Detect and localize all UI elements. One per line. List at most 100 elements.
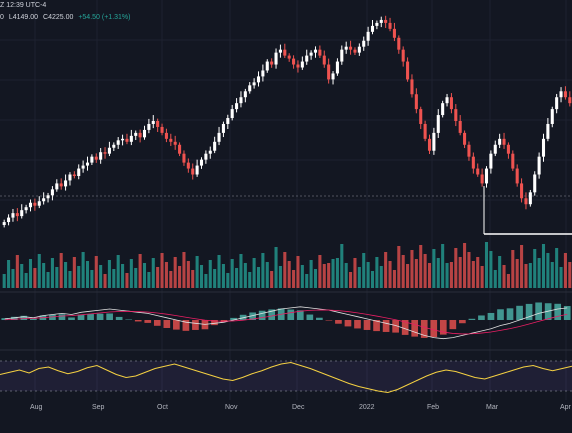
candle-body: [357, 46, 361, 53]
candle-body: [239, 97, 243, 104]
volume-bar: [498, 256, 502, 288]
macd-histogram-bar: [87, 314, 94, 320]
candle-body: [388, 22, 392, 29]
candle-body: [160, 126, 164, 133]
candle-body: [528, 192, 532, 205]
candle-body: [379, 19, 383, 23]
macd-histogram-bar: [77, 314, 85, 320]
volume-bar: [178, 266, 182, 288]
candle-body: [445, 97, 449, 104]
candle-body: [191, 168, 195, 175]
candle-body: [502, 138, 506, 145]
volume-bar: [432, 249, 436, 288]
volume-bar: [230, 259, 234, 288]
macd-histogram-bar: [497, 309, 504, 320]
candle-body: [129, 135, 133, 142]
candle-body: [46, 195, 50, 199]
volume-bar: [142, 263, 147, 288]
macd-histogram-bar: [344, 320, 352, 327]
volume-bar: [489, 251, 493, 288]
volume-bar: [278, 266, 282, 288]
volume-bar: [283, 252, 287, 288]
candle-body: [33, 202, 37, 206]
macd-line: [4, 306, 568, 340]
candle-body: [436, 115, 440, 133]
macd-histogram-bar: [325, 320, 333, 321]
candle-body: [204, 153, 208, 160]
ohlc-open-fragment: 0: [0, 14, 4, 21]
candle-body: [112, 144, 116, 148]
macd-histogram-bar: [115, 316, 123, 320]
volume-bar: [340, 244, 344, 288]
macd-histogram-bar: [449, 320, 457, 330]
volume-bar: [81, 252, 85, 288]
volume-bar: [20, 264, 24, 288]
volume-bar: [524, 264, 528, 288]
candle-body: [454, 109, 458, 121]
candle-body: [213, 141, 217, 151]
candle-body: [476, 168, 480, 175]
candle-body: [24, 207, 28, 211]
candle-body: [327, 64, 331, 80]
volume-bar: [186, 261, 190, 288]
macd-histogram-bar: [10, 316, 18, 320]
candle-body: [68, 174, 72, 181]
macd-histogram-bar: [478, 315, 485, 320]
candle-body: [186, 162, 190, 169]
volume-bar: [256, 267, 261, 288]
candle-body: [414, 94, 418, 110]
volume-bar: [68, 271, 72, 288]
volume-bar: [204, 274, 208, 288]
candle-body: [392, 28, 396, 38]
candle-body: [506, 144, 510, 154]
candle-body: [15, 213, 19, 217]
macd-histogram-bar: [182, 320, 190, 331]
macd-histogram-bar: [68, 317, 75, 320]
volume-bar: [226, 273, 230, 288]
candle-body: [296, 64, 300, 68]
macd-histogram-bar: [401, 320, 409, 335]
volume-bar: [454, 248, 458, 288]
volume-bar: [480, 266, 484, 288]
volume-bar: [366, 262, 370, 288]
volume-bar: [493, 270, 497, 288]
candle-body: [397, 37, 401, 50]
candle-body: [537, 156, 541, 175]
candle-body: [274, 52, 278, 65]
candle-body: [107, 147, 111, 154]
macd-histogram-bar: [230, 317, 237, 320]
macd-pane: [1, 302, 571, 340]
candle-body: [173, 141, 177, 145]
candle-body: [480, 174, 484, 184]
volume-bar: [121, 264, 125, 288]
volume-bar: [537, 258, 541, 288]
candle-body: [419, 109, 423, 124]
volume-bar: [217, 255, 221, 288]
candle-body: [151, 121, 155, 124]
x-axis-label-sep: Sep: [92, 404, 105, 411]
volume-bar: [471, 261, 475, 288]
candle-body: [142, 129, 147, 138]
ohlc-change: +54.50 (+1.31%): [78, 14, 131, 21]
x-axis-label-dec: Dec: [292, 404, 305, 411]
macd-histogram-bar: [459, 320, 466, 324]
volume-bar: [46, 272, 50, 288]
volume-bar: [349, 272, 353, 288]
volume-bar: [147, 272, 151, 288]
macd-histogram-bar: [535, 302, 542, 320]
volume-bar: [169, 271, 173, 288]
volume-bar: [555, 248, 559, 288]
volume-bar: [410, 250, 414, 288]
macd-histogram-bar: [211, 320, 218, 326]
macd-histogram-bar: [173, 320, 180, 330]
volume-bar: [164, 262, 168, 288]
macd-histogram-bar: [58, 314, 66, 320]
candle-body: [384, 19, 388, 23]
volume-bar: [292, 270, 296, 288]
candle-body: [2, 222, 6, 226]
candle-body: [344, 46, 348, 50]
rsi-band: [0, 361, 572, 391]
volume-bar: [103, 274, 107, 288]
volume-bar: [318, 255, 322, 288]
